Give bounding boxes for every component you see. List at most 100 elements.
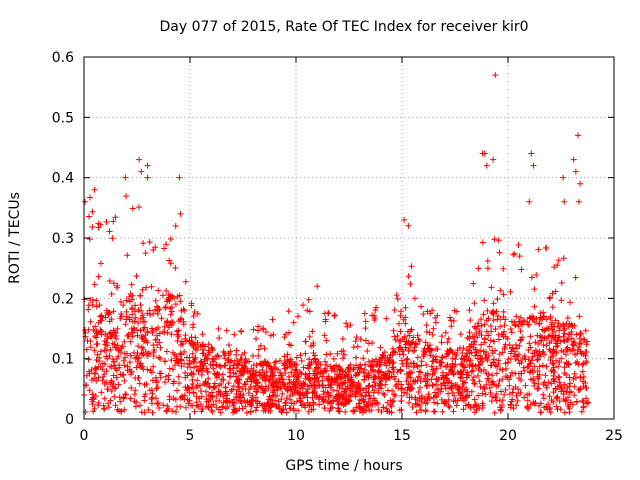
- data-point: [433, 365, 440, 372]
- data-point: [261, 401, 268, 408]
- data-point: [558, 279, 565, 286]
- data-point: [556, 379, 563, 386]
- data-point: [431, 408, 438, 415]
- data-point: [551, 264, 558, 271]
- data-point: [487, 337, 494, 344]
- data-point: [202, 378, 209, 385]
- data-point: [383, 405, 390, 412]
- data-point: [127, 352, 134, 359]
- data-point: [549, 304, 556, 311]
- data-point: [492, 72, 499, 79]
- data-point: [580, 360, 587, 367]
- data-point: [177, 316, 184, 323]
- data-point: [85, 302, 92, 309]
- data-point: [154, 384, 161, 391]
- data-point: [120, 357, 127, 364]
- data-point: [391, 333, 398, 340]
- data-point: [123, 391, 130, 398]
- data-point: [336, 408, 343, 415]
- data-point: [127, 338, 134, 345]
- data-point: [395, 320, 402, 327]
- data-point: [463, 393, 470, 400]
- data-point: [388, 373, 395, 380]
- data-point: [385, 368, 392, 375]
- data-point: [235, 361, 242, 368]
- data-point: [211, 383, 218, 390]
- data-point: [233, 347, 240, 354]
- data-point: [136, 354, 143, 361]
- data-point: [575, 361, 582, 368]
- data-point: [429, 307, 436, 314]
- data-point: [547, 294, 554, 301]
- data-point: [507, 404, 514, 411]
- data-point: [431, 389, 438, 396]
- data-point: [285, 373, 292, 380]
- data-point: [238, 365, 245, 372]
- data-point: [140, 240, 147, 247]
- data-point: [443, 351, 450, 358]
- data-point: [469, 376, 476, 383]
- data-point: [564, 346, 571, 353]
- data-point: [142, 390, 149, 397]
- data-point: [272, 378, 279, 385]
- data-point: [484, 258, 491, 265]
- data-point: [470, 280, 477, 287]
- data-point: [506, 382, 513, 389]
- data-point: [444, 339, 451, 346]
- data-point: [197, 363, 204, 370]
- data-point: [172, 408, 179, 415]
- data-point: [393, 292, 400, 299]
- data-point: [274, 392, 281, 399]
- data-point: [216, 397, 223, 404]
- data-point: [538, 334, 545, 341]
- data-point: [452, 356, 459, 363]
- data-point: [96, 302, 103, 309]
- data-point: [582, 327, 589, 334]
- data-point: [540, 391, 547, 398]
- data-point: [129, 311, 136, 318]
- data-point: [182, 404, 189, 411]
- data-point: [502, 360, 509, 367]
- data-point: [227, 348, 234, 355]
- data-point: [132, 302, 139, 309]
- data-point: [148, 283, 155, 290]
- data-point: [134, 326, 141, 333]
- data-point: [246, 368, 253, 375]
- data-point: [222, 355, 229, 362]
- data-point: [261, 345, 268, 352]
- data-point: [294, 374, 301, 381]
- data-point: [285, 308, 292, 315]
- data-point: [97, 260, 104, 267]
- data-point: [194, 339, 201, 346]
- data-point: [199, 341, 206, 348]
- data-point: [555, 363, 562, 370]
- data-point: [152, 297, 159, 304]
- data-point: [433, 381, 440, 388]
- data-point: [570, 375, 577, 382]
- data-point: [287, 405, 294, 412]
- data-point: [310, 400, 317, 407]
- data-point: [541, 351, 548, 358]
- data-point: [154, 310, 161, 317]
- data-point: [94, 329, 101, 336]
- data-point: [466, 335, 473, 342]
- data-point: [143, 284, 150, 291]
- data-point: [495, 331, 502, 338]
- data-point: [510, 405, 517, 412]
- data-point: [481, 321, 488, 328]
- data-point: [470, 374, 477, 381]
- data-point: [397, 328, 404, 335]
- data-point: [171, 351, 178, 358]
- data-point: [168, 331, 175, 338]
- data-point: [499, 367, 506, 374]
- data-point: [422, 407, 429, 414]
- data-point: [486, 343, 493, 350]
- data-point: [299, 302, 306, 309]
- data-point: [168, 357, 175, 364]
- x-tick-label: 15: [393, 428, 411, 444]
- data-point: [317, 361, 324, 368]
- data-point: [158, 370, 165, 377]
- data-point: [304, 307, 311, 314]
- data-point: [507, 372, 514, 379]
- data-point: [414, 332, 421, 339]
